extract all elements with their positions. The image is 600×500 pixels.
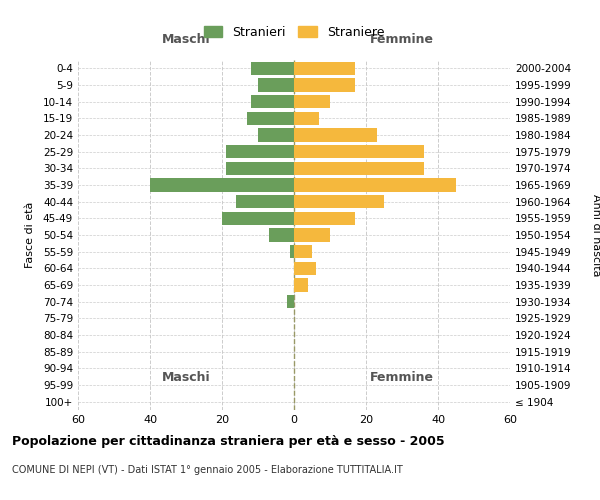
Bar <box>294 95 330 108</box>
Bar <box>258 78 294 92</box>
Y-axis label: Anni di nascita: Anni di nascita <box>591 194 600 276</box>
Text: Maschi: Maschi <box>161 372 211 384</box>
Bar <box>294 212 355 225</box>
Text: Femmine: Femmine <box>370 372 434 384</box>
Bar <box>294 145 424 158</box>
Bar <box>294 245 312 258</box>
Bar <box>294 228 330 241</box>
Bar <box>294 162 424 175</box>
Bar <box>236 195 294 208</box>
Bar <box>287 295 294 308</box>
Bar <box>226 162 294 175</box>
Text: COMUNE DI NEPI (VT) - Dati ISTAT 1° gennaio 2005 - Elaborazione TUTTITALIA.IT: COMUNE DI NEPI (VT) - Dati ISTAT 1° genn… <box>12 465 403 475</box>
Bar <box>247 112 294 125</box>
Bar <box>226 145 294 158</box>
Bar <box>294 128 377 141</box>
Bar <box>294 178 456 192</box>
Bar <box>294 262 316 275</box>
Bar <box>294 78 355 92</box>
Text: Maschi: Maschi <box>161 33 211 46</box>
Bar <box>150 178 294 192</box>
Text: Femmine: Femmine <box>370 33 434 46</box>
Bar <box>294 112 319 125</box>
Y-axis label: Fasce di età: Fasce di età <box>25 202 35 268</box>
Bar <box>251 95 294 108</box>
Bar <box>251 62 294 75</box>
Bar <box>269 228 294 241</box>
Legend: Stranieri, Straniere: Stranieri, Straniere <box>199 21 389 44</box>
Bar <box>294 62 355 75</box>
Text: Popolazione per cittadinanza straniera per età e sesso - 2005: Popolazione per cittadinanza straniera p… <box>12 435 445 448</box>
Bar <box>294 195 384 208</box>
Bar <box>290 245 294 258</box>
Bar <box>294 278 308 291</box>
Bar <box>222 212 294 225</box>
Bar <box>258 128 294 141</box>
